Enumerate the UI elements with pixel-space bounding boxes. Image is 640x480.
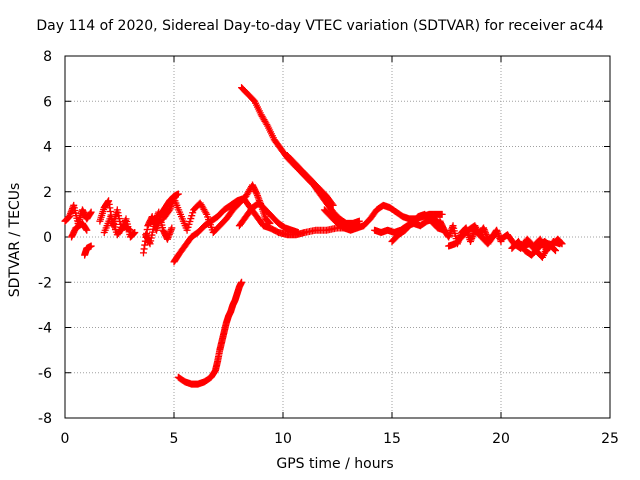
y-tick-label: 0: [43, 230, 52, 246]
y-tick-label: 4: [43, 140, 52, 156]
data-point-marker: [174, 190, 182, 198]
chart-title: Day 114 of 2020, Sidereal Day-to-day VTE…: [36, 18, 604, 34]
data-point-marker: [552, 247, 559, 255]
x-axis-label: GPS time / hours: [276, 456, 394, 472]
x-tick-label: 10: [274, 431, 292, 447]
data-point-marker: [126, 226, 134, 234]
y-tick-label: 2: [43, 185, 52, 201]
data-point-marker: [131, 228, 139, 236]
data-point-marker: [238, 278, 246, 286]
data-point-marker: [328, 200, 336, 208]
data-point-marker: [294, 228, 302, 236]
y-tick-label: -8: [38, 411, 52, 427]
x-tick-label: 0: [61, 431, 70, 447]
data-point-marker: [490, 232, 498, 240]
data-point-marker: [329, 201, 337, 209]
data-point-marker: [558, 240, 566, 248]
data-point-marker: [490, 231, 498, 239]
data-point-marker: [83, 226, 91, 234]
y-tick-labels: -8 -6 -4 -2 0 2 4 6 8: [38, 49, 52, 427]
data-point-marker: [551, 246, 559, 254]
x-tick-label: 20: [492, 431, 510, 447]
y-tick-label: 8: [43, 49, 52, 65]
data-point-marker: [263, 121, 271, 129]
x-tick-label: 15: [383, 431, 401, 447]
data-point-marker: [168, 224, 176, 232]
tick-marks: [64, 55, 611, 419]
data-point-marker: [438, 210, 446, 218]
y-tick-label: -4: [38, 321, 52, 337]
y-axis-label: SDTVAR / TECUs: [7, 182, 23, 298]
x-tick-label: 25: [601, 431, 619, 447]
data-points: [61, 84, 566, 388]
y-tick-label: -6: [38, 366, 52, 382]
y-tick-label: 6: [43, 94, 52, 110]
data-point-marker: [202, 209, 210, 217]
x-tick-labels: 0 5 10 15 20 25: [61, 431, 619, 447]
data-point-marker: [87, 242, 95, 250]
x-tick-label: 5: [170, 431, 179, 447]
data-point-marker: [87, 208, 95, 216]
y-tick-label: -2: [38, 275, 52, 291]
